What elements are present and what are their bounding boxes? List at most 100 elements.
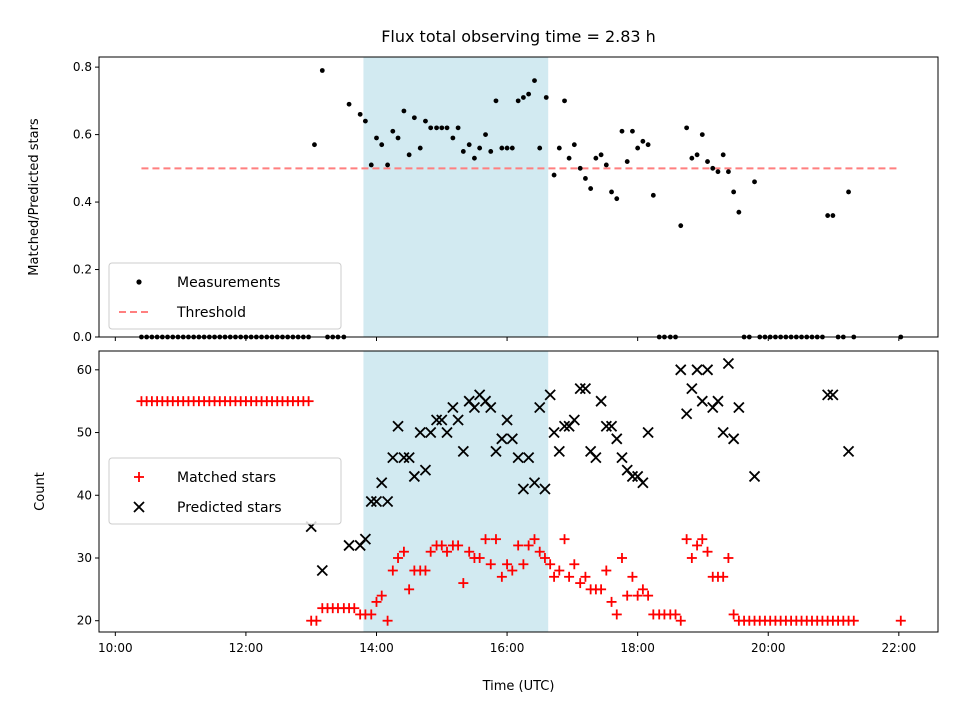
- matched-star-point: [718, 571, 729, 582]
- measurement-point: [583, 176, 588, 181]
- measurement-point: [509, 145, 515, 151]
- x-tick-label: 20:00: [751, 641, 786, 655]
- x-tick-label: 16:00: [490, 641, 525, 655]
- matched-star-point: [458, 578, 469, 589]
- x-b: [728, 433, 740, 445]
- x-b: [616, 451, 628, 464]
- measurement-point: [726, 169, 731, 175]
- matched-star-point: [549, 571, 560, 582]
- predicted-star-point: [642, 426, 654, 439]
- x-b: [381, 495, 394, 508]
- measurement-point: [588, 186, 594, 191]
- matched-star-point: [502, 559, 513, 570]
- measurement-point: [417, 145, 423, 151]
- measurement-point: [434, 125, 439, 131]
- measurement-point: [609, 189, 614, 195]
- chart-title: Flux total observing time = 2.83 h: [381, 27, 656, 46]
- matched-star-point: [523, 540, 534, 551]
- x-b: [430, 414, 443, 426]
- x-b: [632, 470, 644, 483]
- measurement-point: [640, 138, 646, 144]
- predicted-star-point: [370, 495, 383, 508]
- x-b: [343, 539, 355, 552]
- predicted-star-point: [496, 433, 508, 445]
- x-axis-label: Time (UTC): [482, 679, 555, 694]
- measurement-point: [499, 145, 505, 151]
- matched-star-point: [596, 584, 607, 595]
- predicted-star-point: [414, 426, 426, 439]
- measurement-point: [460, 149, 466, 154]
- x-b: [574, 382, 586, 395]
- measurement-point: [556, 145, 562, 151]
- y-tick-label: 0.8: [73, 60, 92, 74]
- measurement-point: [428, 125, 434, 131]
- measurement-point: [488, 149, 494, 154]
- predicted-star-point: [343, 539, 355, 552]
- legend-box: [108, 262, 342, 330]
- measurement-point: [493, 98, 499, 104]
- measurement-point: [543, 95, 549, 100]
- predicted-star-point: [387, 451, 399, 464]
- predicted-star-point: [506, 433, 518, 445]
- predicted-star-point: [316, 564, 328, 577]
- predicted-star-point: [468, 401, 481, 414]
- matched-star-point: [539, 552, 550, 563]
- x-tick-label: 22:00: [882, 641, 917, 655]
- matched-star-point: [534, 546, 545, 557]
- measurement-point: [390, 128, 396, 134]
- y-axis-label: Matched/Predicted stars: [27, 118, 42, 276]
- x-b: [675, 364, 687, 376]
- predicted-star-point: [827, 389, 839, 401]
- y-tick-label: 20: [77, 614, 92, 628]
- predicted-star-point: [579, 382, 592, 395]
- matched-star-point: [382, 615, 393, 626]
- matched-star-point: [490, 534, 501, 545]
- predicted-star-point: [722, 357, 735, 370]
- measurement-point: [379, 142, 385, 148]
- measurement-point: [825, 213, 831, 218]
- matched-star-point: [616, 552, 627, 563]
- predicted-star-point: [403, 451, 415, 464]
- measurement-point: [439, 125, 445, 131]
- matched-star-point: [371, 596, 382, 607]
- measurement-point: [450, 135, 456, 141]
- predicted-star-point: [539, 483, 551, 495]
- predicted-star-point: [365, 495, 377, 508]
- measurement-point: [736, 209, 742, 215]
- matched-star-point: [601, 565, 612, 576]
- predicted-star-point: [452, 414, 464, 426]
- predicted-star-point: [528, 477, 541, 489]
- x-b: [696, 395, 708, 407]
- predicted-star-point: [544, 389, 556, 401]
- x-b: [626, 470, 639, 483]
- y-tick-label: 40: [77, 488, 92, 502]
- predicted-star-point: [600, 420, 612, 432]
- measurement-point: [715, 169, 721, 175]
- predicted-star-point: [485, 401, 497, 414]
- x-tick-label: 12:00: [229, 641, 264, 655]
- x-b: [548, 426, 560, 439]
- matched-star-point: [643, 590, 654, 601]
- y-tick-label: 0.0: [73, 330, 92, 344]
- measurement-point: [368, 162, 374, 168]
- predicted-star-point: [712, 395, 724, 407]
- predicted-star-point: [611, 433, 623, 445]
- predicted-star-point: [408, 470, 420, 483]
- x-b: [517, 483, 530, 495]
- x-b: [553, 445, 565, 457]
- measurement-point: [406, 152, 412, 158]
- measurement-point: [571, 142, 577, 148]
- x-b: [544, 389, 556, 401]
- x-b: [595, 395, 607, 407]
- y-tick-label: 50: [77, 426, 92, 440]
- predicted-star-point: [590, 451, 602, 464]
- predicted-star-point: [553, 445, 565, 457]
- measurement-point: [520, 95, 526, 100]
- observing-window-span: [363, 57, 549, 337]
- predicted-star-point: [717, 426, 729, 439]
- measurement-point: [472, 155, 477, 161]
- measurement-point: [684, 125, 690, 131]
- x-b: [712, 395, 724, 407]
- x-b: [637, 477, 649, 489]
- x-b: [452, 414, 464, 426]
